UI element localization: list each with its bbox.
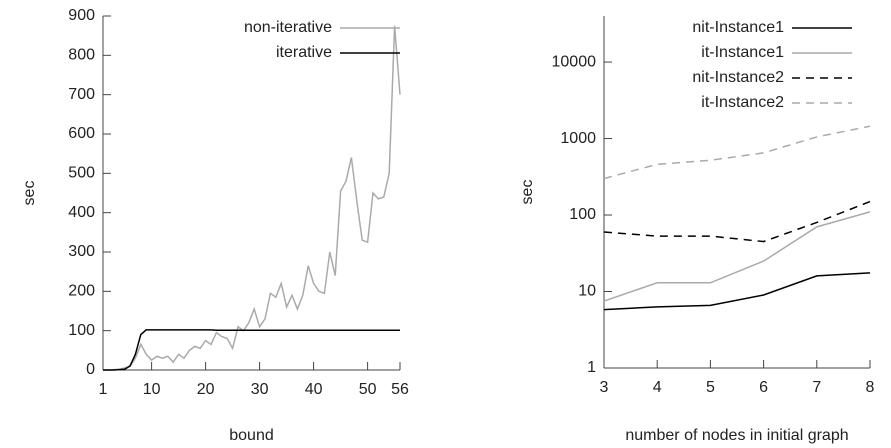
x-tick-label: 8 [866,379,875,396]
x-tick-label: 30 [251,381,269,398]
y-tick-label: 800 [68,47,95,64]
x-tick-label: 3 [600,379,609,396]
y-tick-label: 10000 [552,53,597,70]
x-axis-label: number of nodes in initial graph [625,427,848,444]
x-tick-label: 40 [305,381,323,398]
y-tick-label: 900 [68,7,95,24]
y-tick-label: 100 [68,322,95,339]
data-line [103,329,400,371]
y-axis-label: sec [21,181,38,206]
y-axis-label: sec [519,180,536,205]
legend-label: non-iterative [244,19,332,36]
y-tick-label: 0 [86,361,95,378]
x-tick-label: 5 [706,379,715,396]
legend-label: nit-Instance2 [692,69,784,86]
y-tick-label: 500 [68,165,95,182]
data-line [603,211,871,302]
x-tick-label: 56 [391,381,409,398]
y-tick-label: 1 [587,359,596,376]
data-line [603,272,871,311]
y-tick-label: 10 [578,283,596,300]
legend-label: iterative [276,44,332,61]
y-tick-label: 300 [68,243,95,260]
x-tick-label: 6 [759,379,768,396]
x-tick-label: 10 [143,381,161,398]
data-line [103,25,401,371]
legend-label: it-Instance1 [701,44,784,61]
x-tick-label: 50 [359,381,377,398]
x-tick-label: 4 [653,379,662,396]
x-tick-label: 20 [197,381,215,398]
legend-label: nit-Instance1 [692,19,784,36]
x-tick-label: 1 [99,381,108,398]
x-tick-label: 7 [812,379,821,396]
y-tick-label: 400 [68,204,95,221]
y-tick-label: 600 [68,125,95,142]
data-line [603,200,871,243]
y-tick-label: 1000 [560,130,596,147]
y-tick-label: 700 [68,86,95,103]
y-tick-label: 200 [68,283,95,300]
legend-label: it-Instance2 [701,94,784,111]
data-line [603,125,871,180]
y-tick-label: 100 [569,206,596,223]
x-axis-label: bound [229,427,274,444]
